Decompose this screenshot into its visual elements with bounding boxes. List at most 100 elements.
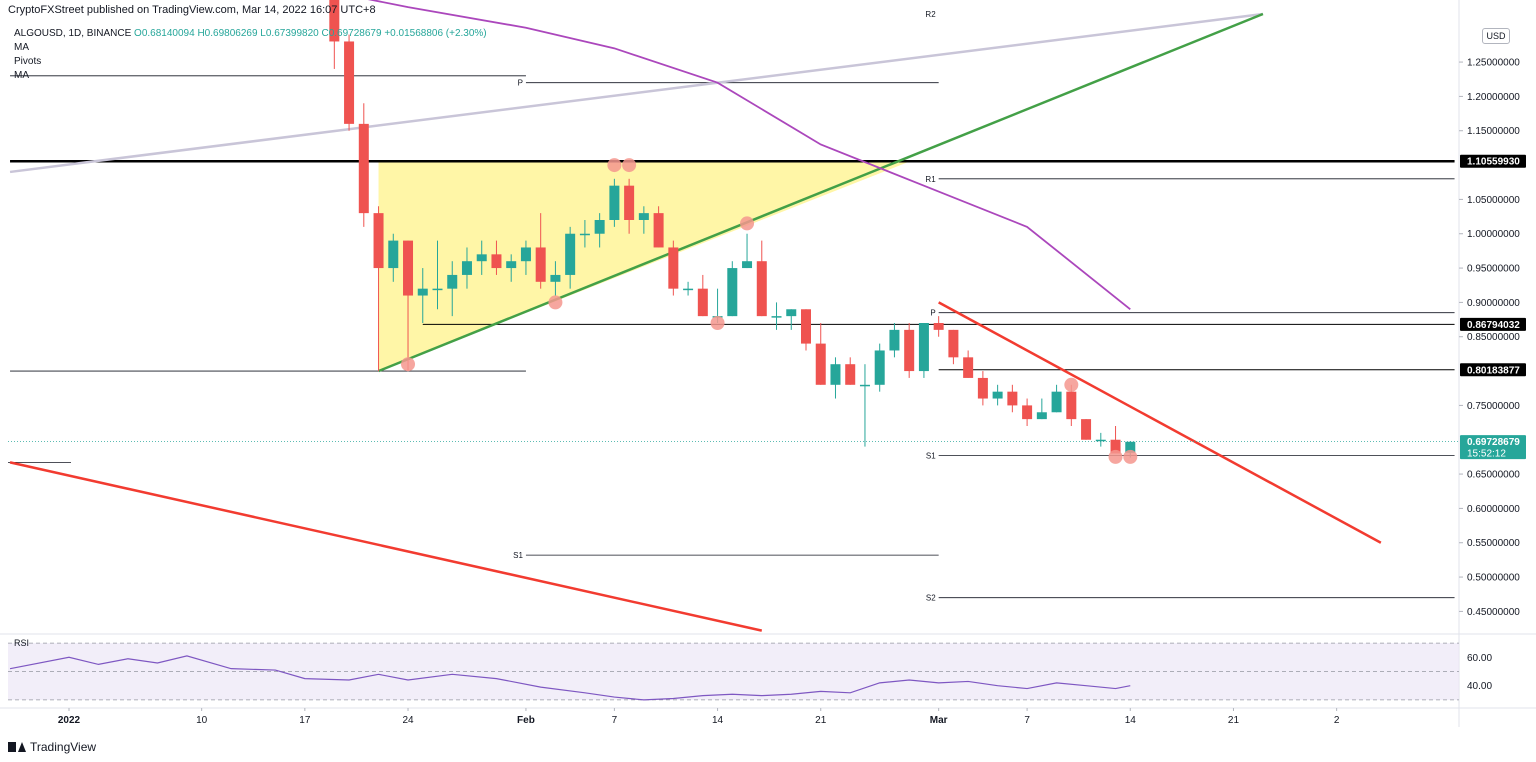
candle-body [550, 274, 561, 282]
price-label-text: 0.80183877 [1467, 365, 1520, 376]
symbol-label: ALGOUSD, 1D, BINANCE [14, 28, 132, 39]
x-tick-label: Feb [517, 715, 535, 726]
candle [594, 213, 605, 248]
candle [653, 206, 664, 248]
candle-body [756, 261, 767, 317]
touch-marker [548, 295, 563, 310]
candle-body [373, 213, 384, 269]
candle-body [403, 240, 414, 296]
candle-body [638, 213, 649, 220]
candle-body [461, 261, 472, 275]
candle [638, 206, 649, 234]
candle [344, 34, 355, 131]
candle [579, 220, 590, 248]
candle-body [933, 323, 944, 330]
price-label-text: 1.10559930 [1467, 157, 1520, 168]
candle-body [491, 254, 502, 269]
candle [520, 240, 531, 275]
pivot-label: S2 [0, 367, 8, 376]
touch-marker [740, 216, 755, 231]
ohlc-legend: ALGOUSD, 1D, BINANCE O0.68140094 H0.6980… [14, 28, 487, 39]
y-tick-label: 0.65000000 [1467, 470, 1520, 481]
candle [447, 261, 458, 317]
touch-marker [622, 158, 637, 173]
candle-body [1081, 419, 1092, 440]
x-tick-label: 14 [712, 715, 724, 726]
candle-body [1095, 439, 1106, 442]
candle [963, 350, 974, 378]
x-tick-label: 10 [196, 715, 208, 726]
candle [1022, 398, 1033, 426]
x-tick-label: 7 [612, 715, 618, 726]
touch-marker [401, 357, 416, 372]
candle-body [786, 309, 797, 317]
candle-body [815, 343, 826, 385]
candle [1007, 384, 1018, 413]
candle [889, 323, 900, 358]
candle [388, 233, 399, 282]
candle-body [1051, 391, 1062, 413]
candle [432, 240, 443, 310]
candle [727, 261, 738, 317]
candle [830, 357, 841, 399]
y-tick-label: 1.00000000 [1467, 229, 1520, 240]
candle-body [594, 220, 605, 234]
candle-body [609, 185, 620, 220]
x-tick-label: 21 [815, 715, 827, 726]
candle-body [388, 240, 399, 269]
candle [506, 254, 517, 282]
candle-body [432, 288, 443, 291]
candle-body [963, 357, 974, 378]
close-value: C0.69728679 [321, 28, 382, 39]
y-tick-label: 0.60000000 [1467, 504, 1520, 515]
candle-body [874, 350, 885, 385]
y-tick-label: 1.20000000 [1467, 92, 1520, 103]
candle-body [447, 274, 458, 289]
y-tick-label: 0.95000000 [1467, 264, 1520, 275]
rsi-tick-label: 60.00 [1467, 653, 1492, 664]
candle [933, 316, 944, 337]
candle-body [476, 254, 487, 262]
candle-body [830, 364, 841, 385]
rsi-tick-label: 40.00 [1467, 681, 1492, 692]
candle [859, 364, 870, 447]
candle [417, 268, 428, 323]
candle [358, 103, 369, 227]
candle-body [417, 288, 428, 296]
trendline [9, 12, 1264, 174]
x-tick-label: 2 [1334, 715, 1340, 726]
price-label-box [1460, 317, 1526, 331]
candle [550, 261, 561, 296]
candle-body [771, 316, 782, 318]
x-tick-label: 2022 [58, 715, 81, 726]
candle-body [624, 185, 635, 220]
y-tick-label: 0.45000000 [1467, 607, 1520, 618]
change-value: +0.01568806 (+2.30%) [384, 28, 487, 39]
touch-marker [1064, 377, 1079, 392]
pivot-label: S2 [926, 594, 936, 603]
candle [1051, 384, 1062, 413]
indicator-pivots[interactable]: Pivots [14, 56, 42, 67]
candle [756, 240, 767, 317]
candle-body [1036, 412, 1047, 420]
candle [697, 274, 708, 317]
indicator-ma-2[interactable]: MA [14, 70, 29, 81]
price-label-box [1460, 435, 1526, 460]
candle [491, 240, 502, 275]
tradingview-logo-icon [8, 742, 26, 752]
candle [1036, 398, 1047, 420]
candle [786, 309, 797, 330]
candle-body [948, 329, 959, 358]
candle [1095, 432, 1106, 447]
candle-body [653, 213, 664, 248]
indicator-ma-1[interactable]: MA [14, 42, 29, 53]
currency-button[interactable]: USD [1482, 28, 1510, 44]
candle-body [520, 247, 531, 262]
touch-marker [1123, 449, 1138, 464]
price-label-box [1460, 154, 1526, 168]
candle-body [697, 288, 708, 317]
rsi-line [9, 655, 1131, 701]
rsi-label: RSI [14, 638, 29, 648]
candle-body [344, 41, 355, 124]
